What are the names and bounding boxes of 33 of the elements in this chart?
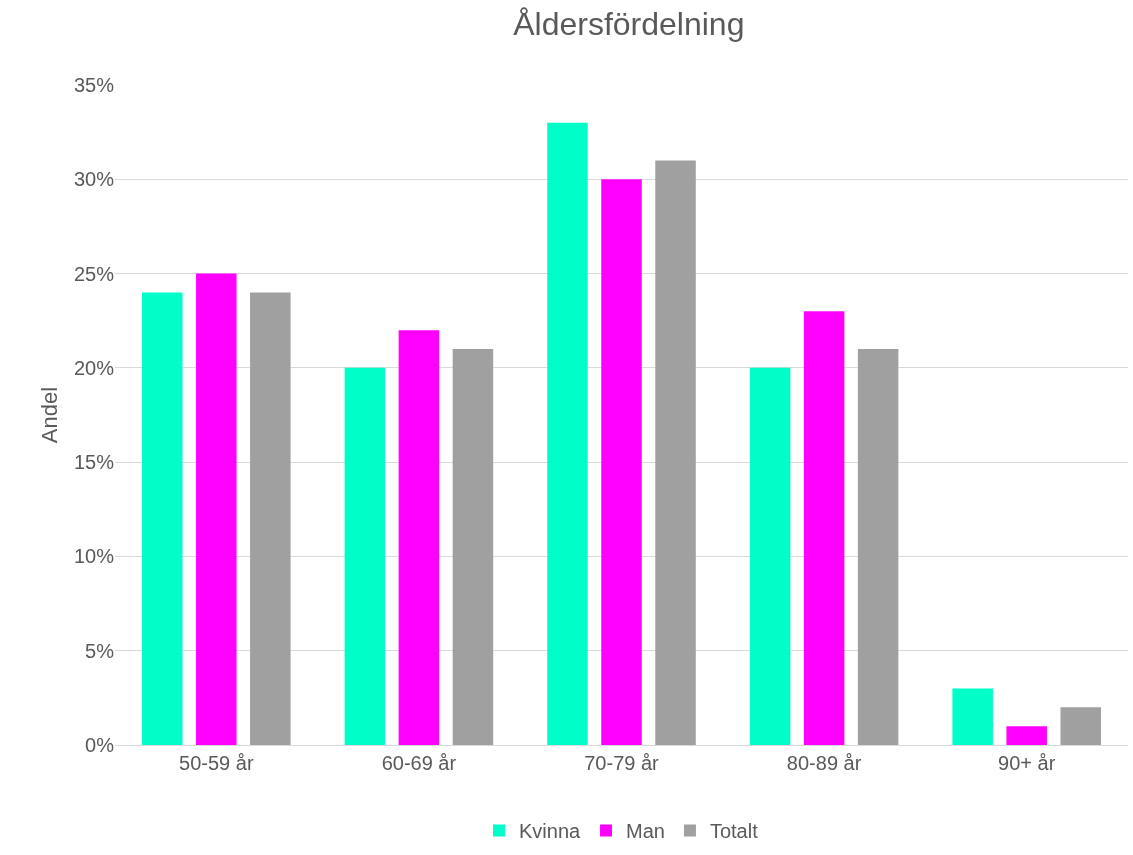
x-tick-label: 80-89 år [786,752,862,774]
bar [142,292,183,745]
legend-label: Man [626,820,665,843]
bar [344,367,386,745]
y-tick-label: 25% [73,262,115,285]
x-tick-label: 60-69 år [381,752,457,774]
chart-title: Åldersfördelning [513,6,745,43]
bar [857,349,899,745]
legend-label: Totalt [709,820,759,843]
y-tick-label: 0% [85,734,115,756]
y-axis-title: Andel [36,386,62,444]
y-tick-label: 35% [73,74,115,96]
x-tick-label: 90+ år [998,752,1056,774]
legend-label: Kvinna [519,820,582,843]
bar [601,179,642,745]
x-tick-label: 50-59 år [179,752,254,774]
y-tick-label: 10% [73,545,115,568]
bar [196,273,237,745]
bar [547,122,588,745]
bar [1006,726,1047,745]
y-tick-label: 30% [73,168,115,191]
bar [452,349,494,745]
bar [250,292,291,745]
x-tick-label: 70-79 år [584,752,660,774]
y-tick-label: 5% [85,639,115,662]
bar [749,367,791,745]
bar [803,311,845,745]
y-tick-label: 20% [73,356,115,379]
bar [398,330,440,745]
bar [655,160,696,745]
bar [1060,707,1101,745]
y-tick-label: 15% [73,451,115,474]
bar [952,688,993,745]
